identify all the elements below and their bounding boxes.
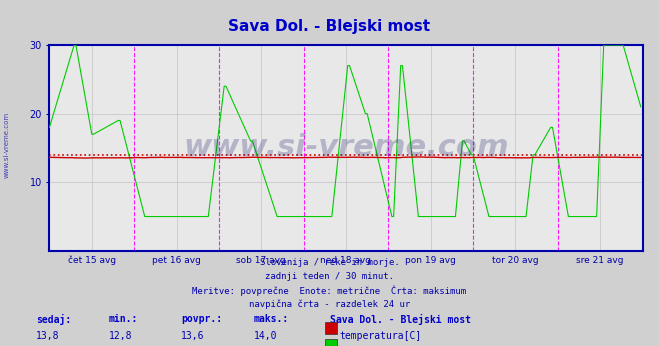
Text: Meritve: povprečne  Enote: metrične  Črta: maksimum: Meritve: povprečne Enote: metrične Črta:… [192, 285, 467, 296]
Text: maks.:: maks.: [254, 314, 289, 324]
Text: www.si-vreme.com: www.si-vreme.com [183, 134, 509, 162]
Text: navpična črta - razdelek 24 ur: navpična črta - razdelek 24 ur [249, 299, 410, 309]
Text: 12,8: 12,8 [109, 331, 132, 341]
Text: sedaj:: sedaj: [36, 314, 71, 325]
Text: 14,0: 14,0 [254, 331, 277, 341]
Text: Slovenija / reke in morje.: Slovenija / reke in morje. [260, 258, 399, 267]
Text: min.:: min.: [109, 314, 138, 324]
Text: temperatura[C]: temperatura[C] [339, 331, 422, 341]
Text: www.si-vreme.com: www.si-vreme.com [3, 112, 9, 179]
Text: Sava Dol. - Blejski most: Sava Dol. - Blejski most [330, 314, 471, 325]
Text: 13,6: 13,6 [181, 331, 205, 341]
Text: Sava Dol. - Blejski most: Sava Dol. - Blejski most [229, 19, 430, 34]
Text: zadnji teden / 30 minut.: zadnji teden / 30 minut. [265, 272, 394, 281]
Text: 13,8: 13,8 [36, 331, 60, 341]
Text: povpr.:: povpr.: [181, 314, 222, 324]
